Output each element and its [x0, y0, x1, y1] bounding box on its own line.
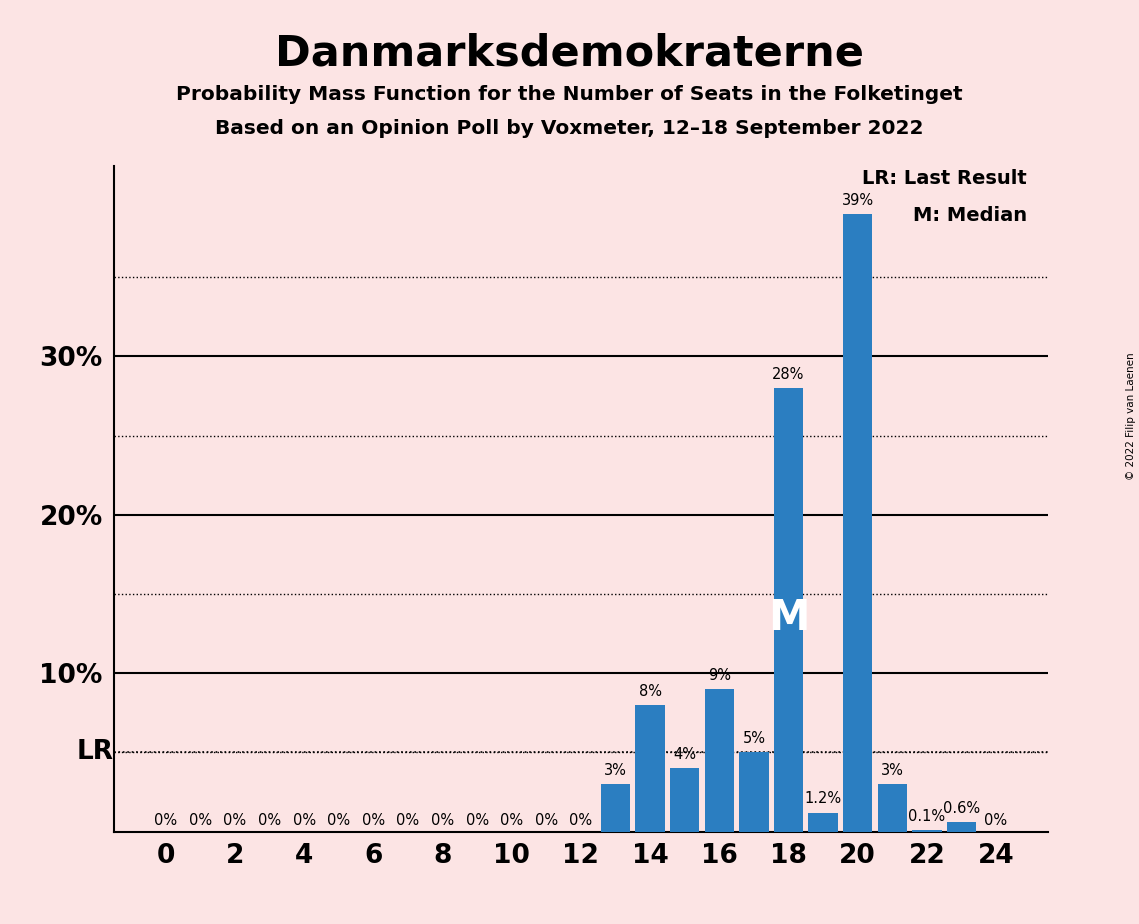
Text: LR: LR	[77, 739, 114, 765]
Text: 0%: 0%	[223, 812, 246, 828]
Text: © 2022 Filip van Laenen: © 2022 Filip van Laenen	[1126, 352, 1136, 480]
Text: 0%: 0%	[362, 812, 385, 828]
Text: 0%: 0%	[466, 812, 489, 828]
Text: M: Median: M: Median	[913, 206, 1027, 225]
Text: Danmarksdemokraterne: Danmarksdemokraterne	[274, 32, 865, 74]
Text: 0%: 0%	[396, 812, 419, 828]
Text: 0%: 0%	[154, 812, 178, 828]
Text: 0%: 0%	[500, 812, 523, 828]
Text: 39%: 39%	[842, 192, 874, 208]
Bar	[843, 213, 872, 832]
Text: Based on an Opinion Poll by Voxmeter, 12–18 September 2022: Based on an Opinion Poll by Voxmeter, 12…	[215, 119, 924, 139]
Text: 0%: 0%	[293, 812, 316, 828]
Text: M: M	[768, 597, 809, 638]
Text: 0%: 0%	[570, 812, 592, 828]
Text: 3%: 3%	[880, 762, 903, 778]
Bar	[809, 812, 838, 832]
Text: 4%: 4%	[673, 747, 696, 762]
Text: 0%: 0%	[431, 812, 454, 828]
Text: 0.1%: 0.1%	[908, 808, 945, 823]
Bar	[912, 830, 942, 832]
Text: 0%: 0%	[534, 812, 558, 828]
Text: 0.6%: 0.6%	[943, 801, 980, 816]
Bar	[877, 784, 907, 832]
Text: LR: Last Result: LR: Last Result	[862, 169, 1027, 188]
Text: Probability Mass Function for the Number of Seats in the Folketinget: Probability Mass Function for the Number…	[177, 85, 962, 104]
Text: 9%: 9%	[707, 668, 731, 683]
Text: 5%: 5%	[743, 731, 765, 746]
Text: 3%: 3%	[604, 762, 626, 778]
Text: 0%: 0%	[189, 812, 212, 828]
Bar	[947, 822, 976, 832]
Text: 8%: 8%	[639, 684, 662, 699]
Bar	[739, 752, 769, 832]
Text: 0%: 0%	[984, 812, 1008, 828]
Text: 0%: 0%	[327, 812, 351, 828]
Bar	[636, 705, 665, 832]
Bar	[600, 784, 630, 832]
Text: 1.2%: 1.2%	[804, 791, 842, 807]
Bar	[773, 388, 803, 832]
Text: 0%: 0%	[259, 812, 281, 828]
Bar	[705, 689, 734, 832]
Text: 28%: 28%	[772, 367, 804, 382]
Bar	[670, 768, 699, 832]
